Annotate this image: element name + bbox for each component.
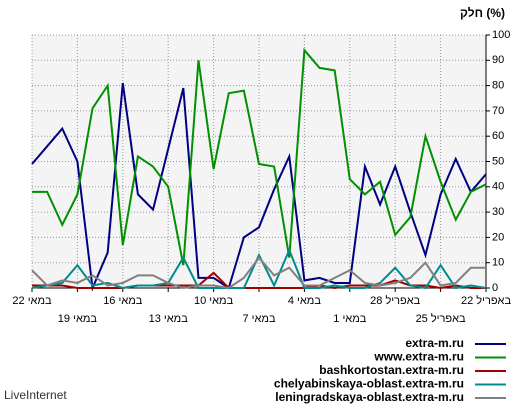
- legend-label: extra-m.ru: [405, 336, 464, 350]
- x-tick-label: 4 במאי: [288, 295, 322, 307]
- y-tick-label: 20: [492, 231, 504, 243]
- legend-label: chelyabinskaya-oblast.extra-m.ru: [274, 377, 464, 391]
- y-tick-label: 80: [492, 80, 504, 92]
- x-tick-label: 22 באפריל: [461, 294, 511, 307]
- source-label: LiveInternet: [4, 388, 67, 402]
- x-tick-label: 22 במאי: [12, 295, 52, 307]
- y-tick-label: 50: [492, 155, 504, 167]
- x-tick-label: 28 באפריל: [370, 294, 420, 307]
- y-tick-label: 90: [492, 54, 504, 66]
- y-axis-label: חלק (%): [460, 6, 505, 20]
- x-tick-label: 7 במאי: [242, 313, 276, 325]
- y-tick-label: 60: [492, 130, 504, 142]
- legend-label: www.extra-m.ru: [373, 350, 464, 364]
- x-tick-label: 1 במאי: [333, 313, 367, 325]
- legend-label: leningradskaya-oblast.extra-m.ru: [275, 390, 464, 404]
- y-tick-label: 100: [492, 29, 510, 41]
- y-tick-label: 40: [492, 181, 504, 193]
- x-tick-label: 16 במאי: [103, 295, 143, 307]
- y-tick-label: 30: [492, 206, 504, 218]
- series-line: [32, 47, 487, 266]
- series-line: [31, 256, 486, 290]
- y-tick-label: 10: [492, 257, 504, 269]
- series-line: [31, 247, 487, 290]
- y-tick-label: 70: [492, 105, 504, 117]
- x-tick-label: 25 באפריל: [416, 312, 466, 325]
- x-tick-label: 10 במאי: [194, 295, 234, 307]
- x-tick-label: 19 במאי: [58, 313, 98, 325]
- x-tick-label: 13 במאי: [149, 313, 189, 325]
- legend-label: bashkortostan.extra-m.ru: [319, 363, 464, 377]
- y-tick-label: 0: [492, 282, 498, 294]
